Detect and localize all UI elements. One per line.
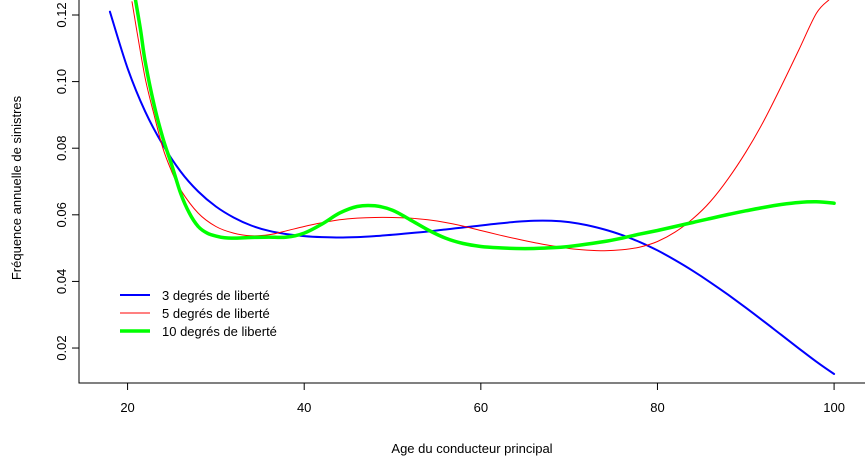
series-layer xyxy=(108,0,836,375)
y-tick-label: 0.12 xyxy=(54,2,69,27)
x-tick-label: 100 xyxy=(823,400,845,415)
y-tick-label: 0.06 xyxy=(54,202,69,227)
series-line-3 xyxy=(133,0,836,251)
legend: 3 degrés de liberté 5 degrés de liberté … xyxy=(120,288,277,339)
x-axis-title: Age du conducteur principal xyxy=(391,441,552,456)
y-tick-label: 0.08 xyxy=(54,136,69,161)
legend-label-series-3: 10 degrés de liberté xyxy=(162,324,277,339)
y-axis: 0.02 0.04 0.06 0.08 0.10 0.12 xyxy=(54,2,80,361)
x-tick-label: 20 xyxy=(120,400,134,415)
x-tick-label: 60 xyxy=(474,400,488,415)
y-tick-label: 0.04 xyxy=(54,269,69,294)
x-tick-label: 40 xyxy=(297,400,311,415)
y-axis-title: Fréquence annuelle de sinistres xyxy=(9,95,24,280)
x-axis: 20 40 60 80 100 xyxy=(120,382,845,415)
x-tick-label: 80 xyxy=(650,400,664,415)
series-line-1 xyxy=(108,10,836,375)
y-tick-label: 0.10 xyxy=(54,69,69,94)
y-tick-label: 0.02 xyxy=(54,335,69,360)
legend-label-series-1: 3 degrés de liberté xyxy=(162,288,270,303)
series-line-2 xyxy=(131,0,830,252)
legend-label-series-2: 5 degrés de liberté xyxy=(162,306,270,321)
